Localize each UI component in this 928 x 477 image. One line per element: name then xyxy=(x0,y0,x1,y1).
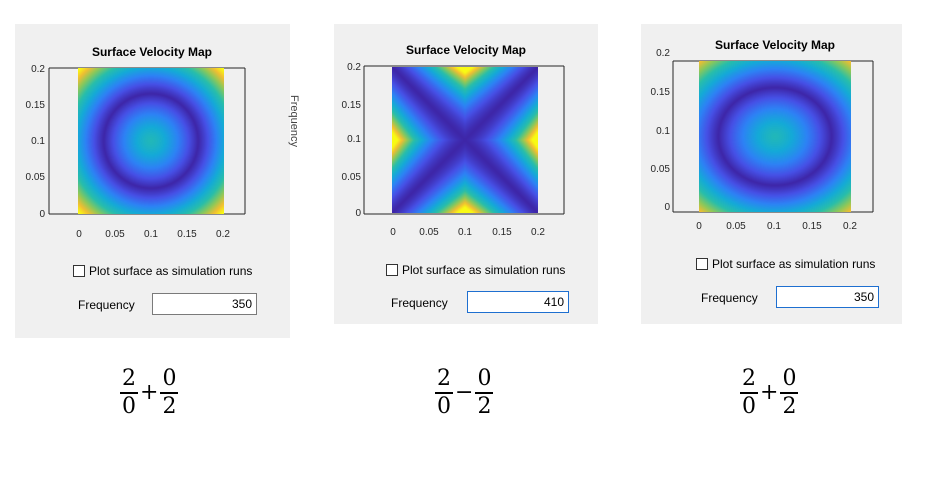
numerator: 0 xyxy=(782,366,797,391)
y-tick: 0.05 xyxy=(342,172,362,183)
denominator: 0 xyxy=(122,393,136,419)
plot-title: Surface Velocity Map xyxy=(715,38,835,52)
x-tick: 0.05 xyxy=(105,229,125,240)
x-tick: 0.05 xyxy=(726,221,746,232)
x-tick: 0 xyxy=(76,229,82,240)
stray-frequency-label: Frequency xyxy=(288,95,300,147)
y-tick: 0.15 xyxy=(651,87,671,98)
x-tick: 0.1 xyxy=(144,229,158,240)
velocity-map-panel-3: Surface Velocity Map 0.2 0.15 0.1 0.05 0… xyxy=(641,24,902,324)
y-tick: 0.05 xyxy=(26,172,46,183)
y-tick: 0.05 xyxy=(651,164,671,175)
fraction: 2 0 xyxy=(740,366,758,420)
y-tick: 0.1 xyxy=(31,136,45,147)
fraction: 2 0 xyxy=(120,366,138,420)
plot-surface-checkbox-row[interactable]: Plot surface as simulation runs xyxy=(73,264,252,278)
x-tick: 0.2 xyxy=(843,221,857,232)
surface-plot-3 xyxy=(699,61,851,212)
x-tick: 0.2 xyxy=(531,227,545,238)
x-tick: 0.2 xyxy=(216,229,230,240)
y-tick: 0.15 xyxy=(26,100,46,111)
y-tick-labels: 0.2 0.15 0.1 0.05 0 xyxy=(26,64,46,220)
plot-area-2: Surface Velocity Map 0.2 0.15 0.1 0.05 0… xyxy=(342,43,565,238)
numerator: 2 xyxy=(437,366,451,391)
numerator: 0 xyxy=(162,366,177,391)
plot-surface-checkbox[interactable] xyxy=(696,258,708,270)
fraction: 2 0 xyxy=(435,366,453,420)
y-tick: 0.1 xyxy=(656,126,670,137)
x-tick-labels: 0 0.05 0.1 0.15 0.2 xyxy=(390,227,545,238)
fraction: 0 2 xyxy=(780,366,799,420)
plot-title: Surface Velocity Map xyxy=(406,43,526,57)
plot-surface-checkbox[interactable] xyxy=(386,264,398,276)
denominator: 2 xyxy=(782,393,797,419)
frequency-label: Frequency xyxy=(78,298,135,312)
plot-surface-checkbox-row[interactable]: Plot surface as simulation runs xyxy=(386,263,565,277)
x-tick: 0 xyxy=(390,227,396,238)
x-tick: 0.1 xyxy=(767,221,781,232)
plot-surface-checkbox-label: Plot surface as simulation runs xyxy=(89,264,253,278)
y-tick: 0 xyxy=(355,208,361,219)
numerator: 0 xyxy=(477,366,492,391)
y-tick: 0.2 xyxy=(656,48,670,59)
denominator: 0 xyxy=(437,393,451,419)
denominator: 0 xyxy=(742,393,756,419)
frequency-label: Frequency xyxy=(701,291,758,305)
numerator: 2 xyxy=(742,366,756,391)
y-tick-labels: 0.2 0.15 0.1 0.05 0 xyxy=(651,48,671,213)
formula-3: 2 0 + 0 2 xyxy=(740,366,799,420)
frequency-input[interactable] xyxy=(776,286,879,308)
plot-surface-checkbox-label: Plot surface as simulation runs xyxy=(402,263,566,277)
denominator: 2 xyxy=(477,393,492,419)
plot-surface-checkbox-label: Plot surface as simulation runs xyxy=(712,257,876,271)
frequency-input[interactable] xyxy=(467,291,569,313)
operator: − xyxy=(455,380,474,406)
fraction: 0 2 xyxy=(160,366,179,420)
operator: + xyxy=(140,380,159,406)
formula-2: 2 0 − 0 2 xyxy=(435,366,494,420)
frequency-input[interactable] xyxy=(152,293,257,315)
denominator: 2 xyxy=(162,393,177,419)
y-tick: 0.15 xyxy=(342,100,362,111)
y-tick: 0.2 xyxy=(347,62,361,73)
x-tick: 0.1 xyxy=(458,227,472,238)
plot-title: Surface Velocity Map xyxy=(92,45,212,59)
y-tick-labels: 0.2 0.15 0.1 0.05 0 xyxy=(342,62,362,219)
velocity-map-panel-2: Surface Velocity Map 0.2 0.15 0.1 0.05 0… xyxy=(334,24,598,324)
x-tick: 0.15 xyxy=(177,229,197,240)
y-tick: 0 xyxy=(664,202,670,213)
surface-plot-1 xyxy=(78,68,224,214)
y-tick: 0 xyxy=(39,209,45,220)
plot-surface-checkbox[interactable] xyxy=(73,265,85,277)
x-tick: 0 xyxy=(696,221,702,232)
fraction: 0 2 xyxy=(475,366,494,420)
operator: + xyxy=(760,380,779,406)
frequency-label: Frequency xyxy=(391,296,448,310)
y-tick: 0.2 xyxy=(31,64,45,75)
plot-surface-checkbox-row[interactable]: Plot surface as simulation runs xyxy=(696,257,875,271)
formula-1: 2 0 + 0 2 xyxy=(120,366,179,420)
x-tick: 0.15 xyxy=(492,227,512,238)
x-tick: 0.15 xyxy=(802,221,822,232)
velocity-map-panel-1: Surface Velocity Map 0.2 0.15 0.1 0.05 0… xyxy=(15,24,290,338)
x-tick-labels: 0 0.05 0.1 0.15 0.2 xyxy=(76,229,230,240)
y-tick: 0.1 xyxy=(347,134,361,145)
x-tick-labels: 0 0.05 0.1 0.15 0.2 xyxy=(696,221,857,232)
x-tick: 0.05 xyxy=(419,227,439,238)
surface-plot-2 xyxy=(392,67,538,213)
numerator: 2 xyxy=(122,366,136,391)
